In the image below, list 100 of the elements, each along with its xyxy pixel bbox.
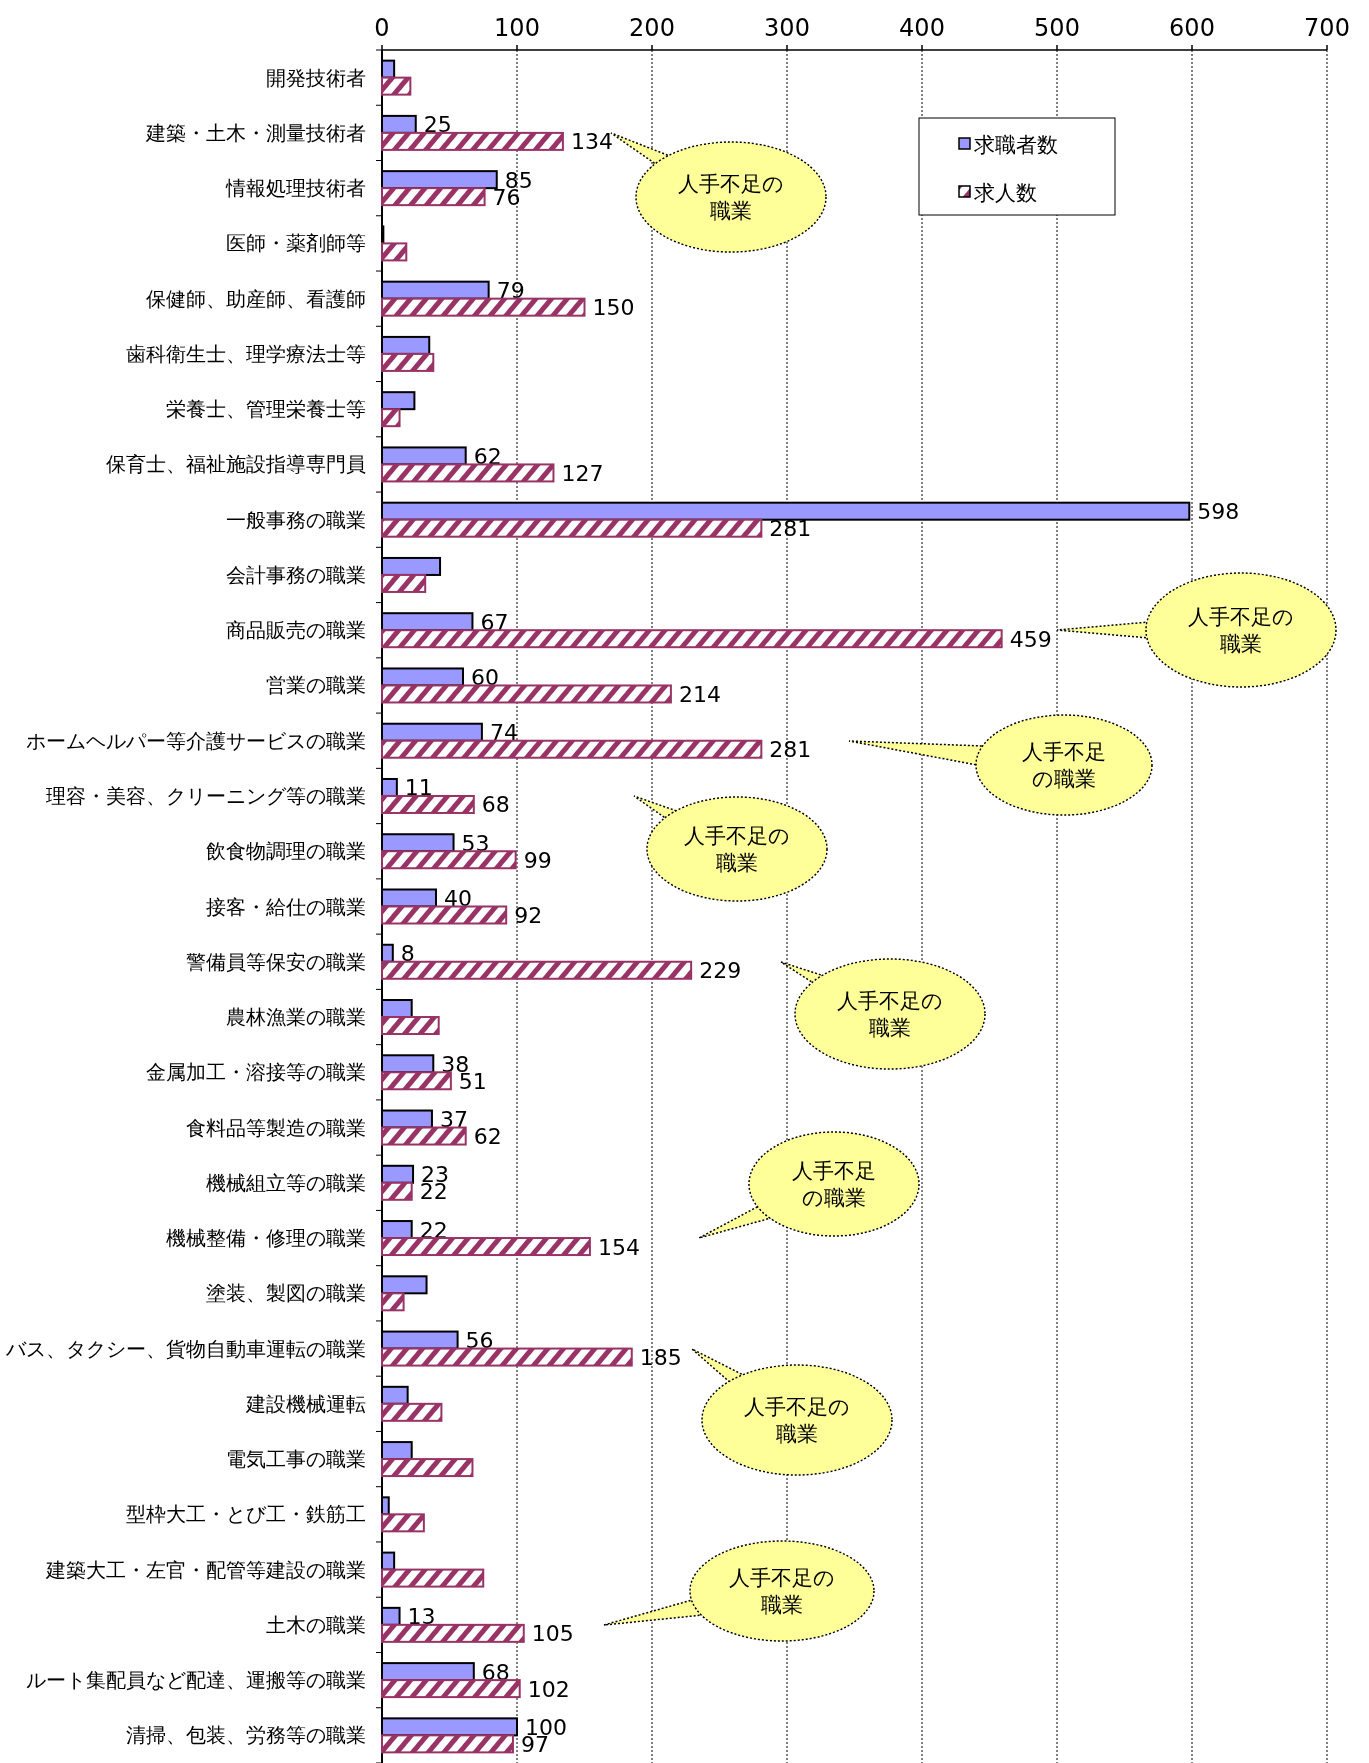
bar xyxy=(381,1513,425,1533)
data-label: 13 xyxy=(407,1604,436,1630)
data-label: 154 xyxy=(597,1234,640,1260)
data-label: 37 xyxy=(439,1107,468,1133)
bar xyxy=(381,1347,633,1367)
y-tick-label: 建設機械運転 xyxy=(245,1392,366,1416)
y-tick-label: 飲食物調理の職業 xyxy=(206,840,366,864)
y-tick-label: 理容・美容、クリーニング等の職業 xyxy=(46,784,366,808)
data-label: 53 xyxy=(461,830,490,856)
y-tick-label: 建築・土木・測量技術者 xyxy=(145,121,366,145)
data-label: 229 xyxy=(699,958,742,984)
data-label: 22 xyxy=(419,1217,448,1243)
x-tick-label: 500 xyxy=(1034,14,1080,42)
y-tick-label: ルート集配員など配達、運搬等の職業 xyxy=(26,1669,366,1693)
data-label: 79 xyxy=(496,278,525,304)
annotation: 人手不足の職業 xyxy=(1188,605,1294,656)
y-tick-label: 歯科衛生士、理学療法士等 xyxy=(126,342,366,366)
data-label: 105 xyxy=(531,1621,574,1647)
bar xyxy=(381,1679,521,1699)
data-label: 92 xyxy=(514,903,543,928)
data-label: 68 xyxy=(481,792,510,818)
y-tick-label: 会計事務の職業 xyxy=(226,563,366,587)
bar xyxy=(381,684,672,704)
data-label: 40 xyxy=(444,886,472,911)
y-tick-label: 塗装、製図の職業 xyxy=(206,1282,366,1306)
data-label: 62 xyxy=(473,1124,502,1150)
bar xyxy=(381,408,401,428)
data-label: 62 xyxy=(473,443,502,469)
bar xyxy=(381,76,412,96)
y-tick-label: 医師・薬剤師等 xyxy=(226,232,366,256)
y-tick-label: 農林漁業の職業 xyxy=(226,1006,366,1030)
bar xyxy=(381,518,763,538)
annotation: 人手不足の職業 xyxy=(729,1566,835,1617)
y-tick-label: 営業の職業 xyxy=(266,674,366,698)
bar xyxy=(381,1402,443,1422)
annotation: 人手不足の職業 xyxy=(744,1395,850,1446)
y-tick-label: 警備員等保安の職業 xyxy=(186,950,366,974)
y-tick-label: 食料品等製造の職業 xyxy=(186,1116,366,1140)
data-label: 102 xyxy=(527,1676,570,1702)
bar xyxy=(381,573,427,593)
data-label: 56 xyxy=(465,1328,494,1354)
x-tick-label: 400 xyxy=(899,14,945,42)
bar xyxy=(381,794,475,814)
data-label: 214 xyxy=(678,681,721,707)
annotation: 人手不足の職業 xyxy=(837,989,943,1040)
bar xyxy=(381,1458,474,1478)
bar xyxy=(381,1734,514,1754)
bar xyxy=(381,1292,405,1312)
data-label: 127 xyxy=(561,460,604,486)
data-label: 74 xyxy=(489,720,518,746)
x-tick-label: 0 xyxy=(374,14,390,42)
data-label: 281 xyxy=(769,737,812,763)
y-tick-label: 土木の職業 xyxy=(266,1613,366,1637)
y-tick-label: 電気工事の職業 xyxy=(226,1448,366,1472)
bar xyxy=(381,850,517,870)
bar xyxy=(381,960,693,980)
y-tick-label: 機械整備・修理の職業 xyxy=(166,1227,366,1251)
x-tick-label: 600 xyxy=(1169,14,1215,42)
data-label: 598 xyxy=(1197,499,1240,525)
bar xyxy=(381,131,564,151)
data-label: 11 xyxy=(404,775,433,801)
bar xyxy=(381,1623,525,1643)
bar xyxy=(381,1237,591,1257)
bar xyxy=(381,352,435,372)
bar xyxy=(381,463,555,483)
data-label: 134 xyxy=(570,129,613,155)
data-label: 99 xyxy=(523,847,552,873)
y-tick-label: 建築大工・左官・配管等建設の職業 xyxy=(45,1558,366,1582)
x-tick-label: 700 xyxy=(1304,14,1350,42)
data-label: 8 xyxy=(400,941,415,967)
bar xyxy=(381,1071,452,1091)
data-label: 60 xyxy=(471,664,499,690)
bar xyxy=(381,1016,440,1036)
data-label: 67 xyxy=(480,609,509,635)
data-label: 185 xyxy=(639,1345,682,1371)
bar xyxy=(381,242,408,262)
annotation: 人手不足の職業 xyxy=(792,1159,876,1210)
y-tick-label: バス、タクシー、貨物自動車運転の職業 xyxy=(5,1337,366,1361)
x-tick-label: 100 xyxy=(494,14,540,42)
y-tick-label: 開発技術者 xyxy=(266,66,366,90)
bar xyxy=(381,1126,467,1146)
y-tick-label: 清掃、包装、労務等の職業 xyxy=(126,1724,366,1748)
legend-label: 求人数 xyxy=(974,181,1037,205)
y-tick-label: 保健師、助産師、看護師 xyxy=(146,287,366,311)
x-tick-label: 200 xyxy=(629,14,675,42)
y-tick-label: 機械組立等の職業 xyxy=(206,1171,366,1195)
y-tick-label: ホームヘルパー等介護サービスの職業 xyxy=(26,729,366,753)
bar xyxy=(381,187,486,207)
y-tick-label: 商品販売の職業 xyxy=(226,619,366,643)
y-tick-label: 型枠大工・とび工・鉄筋工 xyxy=(126,1503,366,1527)
y-tick-label: 接客・給仕の職業 xyxy=(206,895,366,919)
bar xyxy=(381,629,1003,649)
annotation: 人手不足の職業 xyxy=(684,824,790,875)
data-label: 150 xyxy=(592,295,635,321)
annotation: 人手不足の職業 xyxy=(678,172,784,223)
bar xyxy=(381,1181,413,1201)
data-label: 68 xyxy=(481,1659,510,1685)
data-label: 459 xyxy=(1009,626,1052,652)
y-tick-label: 情報処理技術者 xyxy=(225,177,366,201)
legend-label: 求職者数 xyxy=(974,133,1058,157)
